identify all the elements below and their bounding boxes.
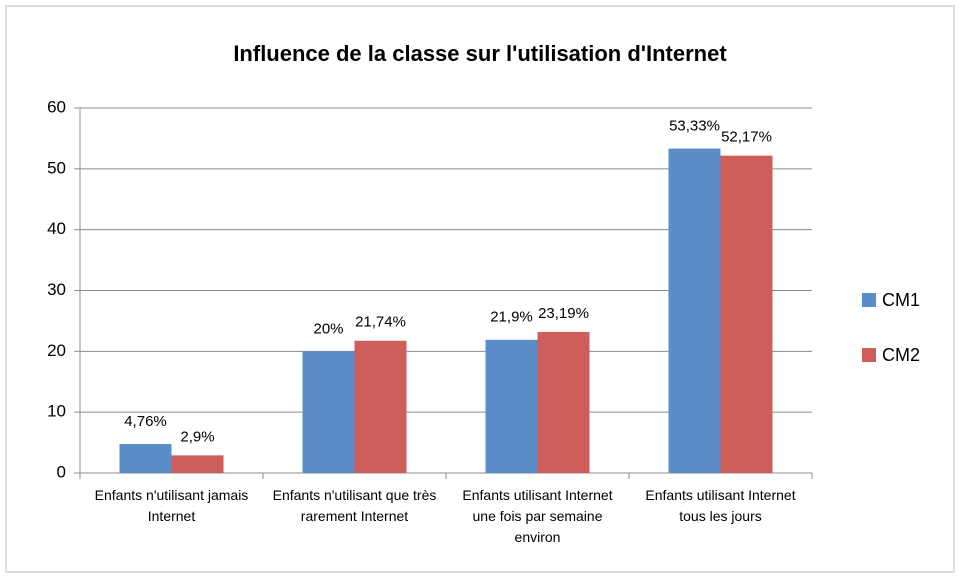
y-tick-label: 60: [47, 97, 66, 116]
y-tick-label: 30: [47, 280, 66, 299]
legend-label: CM2: [882, 345, 920, 365]
bar: [668, 148, 721, 473]
data-label: 23,19%: [538, 305, 589, 322]
y-tick-label: 50: [47, 158, 66, 177]
x-tick-label: Enfants utilisant Internet une fois par …: [462, 487, 613, 545]
data-label: 52,17%: [721, 129, 772, 146]
x-tick-label: Enfants utilisant Internet tous les jour…: [645, 487, 796, 524]
chart-border: [5, 5, 955, 573]
bar: [171, 455, 224, 473]
data-label: 21,9%: [490, 309, 533, 326]
data-label: 21,74%: [355, 314, 406, 331]
y-tick-label: 40: [47, 219, 66, 238]
legend-swatch: [862, 293, 876, 307]
bar: [720, 155, 773, 473]
legend-label: CM1: [882, 290, 920, 310]
y-tick-label: 10: [47, 402, 66, 421]
data-label: 2,9%: [180, 428, 214, 445]
chart-title: Influence de la classe sur l'utilisation…: [233, 41, 727, 66]
bar: [302, 351, 355, 473]
x-tick-label: Enfants n'utilisant que très rarement In…: [272, 487, 437, 524]
bar: [537, 331, 590, 473]
bar: [119, 444, 172, 473]
data-label: 4,76%: [124, 413, 167, 430]
bar: [354, 340, 407, 473]
y-tick-label: 20: [47, 341, 66, 360]
y-tick-label: 0: [57, 462, 66, 481]
data-label: 53,33%: [669, 118, 720, 135]
x-tick-label: Enfants n'utilisant jamais Internet: [94, 487, 249, 524]
data-label: 20%: [313, 320, 343, 337]
bar: [485, 339, 538, 473]
legend-swatch: [862, 348, 876, 362]
